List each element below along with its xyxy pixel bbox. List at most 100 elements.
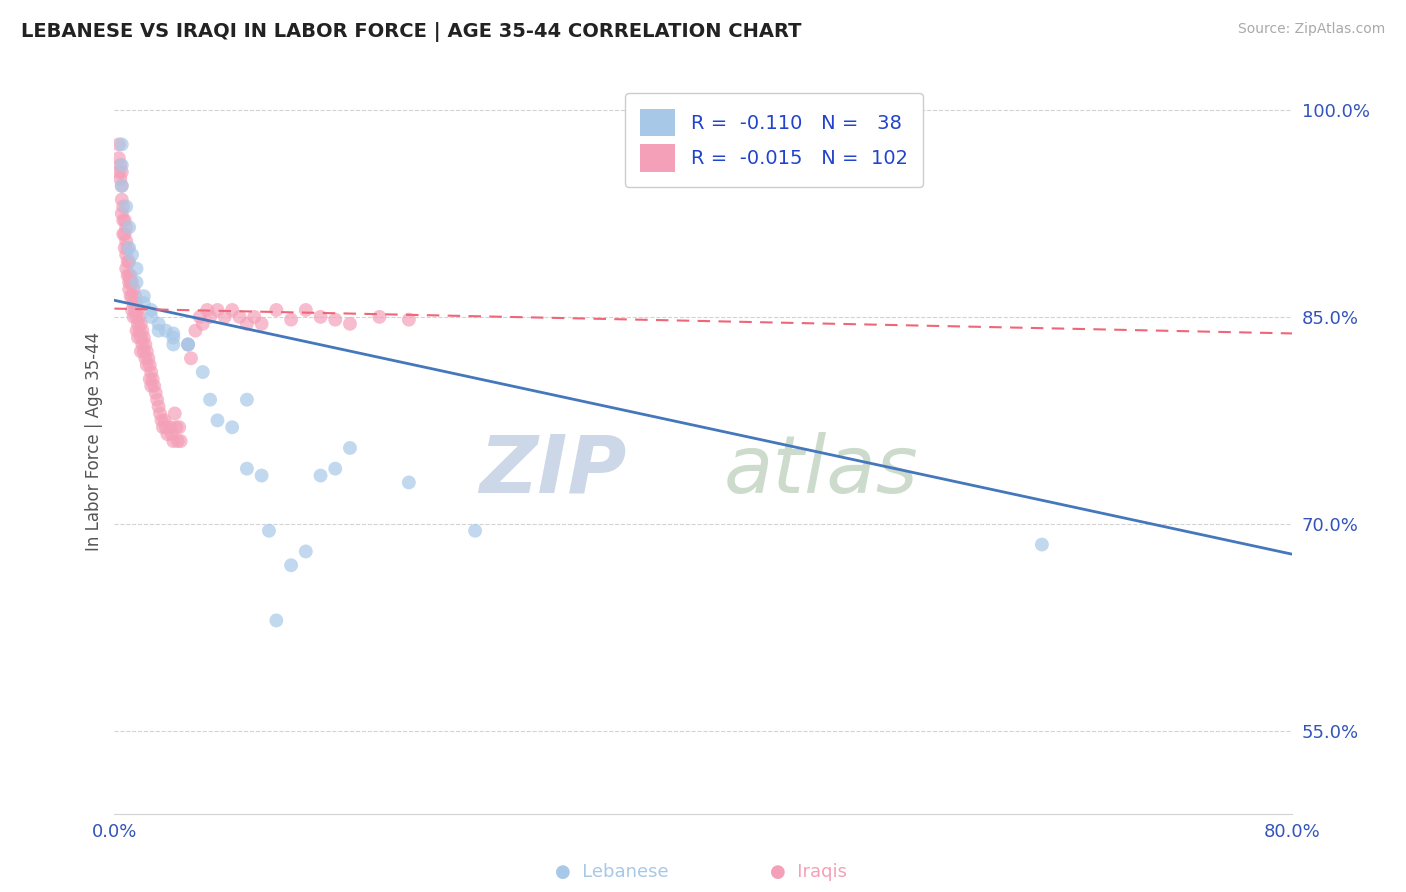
Point [153, 413, 176, 427]
Point [132, 296, 155, 310]
Point [250, 468, 273, 483]
Point [128, 324, 150, 338]
Point [111, 165, 134, 179]
Point [221, 420, 243, 434]
Point [228, 310, 250, 324]
Point [309, 468, 332, 483]
Point [280, 558, 302, 573]
Point [152, 420, 174, 434]
Point [111, 178, 134, 193]
Point [195, 303, 218, 318]
Point [148, 317, 170, 331]
Text: ZIP: ZIP [479, 432, 627, 510]
Text: ●  Lebanese: ● Lebanese [555, 863, 668, 881]
Point [122, 310, 145, 324]
Point [115, 248, 138, 262]
Point [266, 303, 288, 318]
Point [125, 261, 148, 276]
Text: LEBANESE VS IRAQI IN LABOR FORCE | AGE 35-44 CORRELATION CHART: LEBANESE VS IRAQI IN LABOR FORCE | AGE 3… [21, 22, 801, 42]
Point [368, 310, 391, 324]
Point [243, 310, 266, 324]
Point [127, 317, 149, 331]
Point [236, 392, 259, 407]
Point [111, 137, 134, 152]
Point [118, 276, 141, 290]
Text: ●  Iraqis: ● Iraqis [770, 863, 846, 881]
Point [141, 379, 163, 393]
Point [111, 193, 134, 207]
Point [111, 206, 134, 220]
Point [148, 324, 170, 338]
Point [149, 407, 172, 421]
Point [122, 282, 145, 296]
Point [135, 344, 157, 359]
Text: Source: ZipAtlas.com: Source: ZipAtlas.com [1237, 22, 1385, 37]
Point [125, 310, 148, 324]
Point [167, 420, 190, 434]
Point [162, 434, 184, 448]
Point [156, 427, 179, 442]
Point [155, 420, 177, 434]
Point [339, 441, 361, 455]
Point [115, 220, 138, 235]
Text: atlas: atlas [724, 432, 918, 510]
Point [120, 268, 142, 283]
Point [118, 220, 141, 235]
Point [108, 165, 131, 179]
Point [118, 282, 141, 296]
Point [145, 385, 167, 400]
Point [184, 324, 207, 338]
Point [120, 289, 142, 303]
Point [339, 317, 361, 331]
Point [112, 199, 135, 213]
Point [118, 241, 141, 255]
Point [115, 234, 138, 248]
Point [266, 614, 288, 628]
Point [121, 303, 143, 318]
Point [177, 337, 200, 351]
Point [111, 158, 134, 172]
Point [129, 344, 152, 359]
Point [117, 268, 139, 283]
Point [111, 178, 134, 193]
Point [114, 213, 136, 227]
Point [142, 372, 165, 386]
Point [162, 326, 184, 341]
Point [250, 317, 273, 331]
Point [129, 330, 152, 344]
Point [191, 317, 214, 331]
Point [135, 358, 157, 372]
Point [141, 365, 163, 379]
Point [188, 310, 211, 324]
Point [108, 151, 131, 165]
Point [124, 303, 146, 318]
Point [121, 289, 143, 303]
Point [180, 351, 202, 366]
Point [207, 303, 229, 318]
Point [236, 317, 259, 331]
Point [1031, 537, 1053, 551]
Point [125, 324, 148, 338]
Point [112, 227, 135, 241]
Point [139, 372, 162, 386]
Point [165, 420, 187, 434]
Point [108, 137, 131, 152]
Point [132, 344, 155, 359]
Point [132, 330, 155, 344]
Point [115, 199, 138, 213]
Point [166, 434, 188, 448]
Point [112, 213, 135, 227]
Point [127, 303, 149, 318]
Point [141, 303, 163, 318]
Point [134, 351, 156, 366]
Point [398, 475, 420, 490]
Point [141, 310, 163, 324]
Point [191, 365, 214, 379]
Point [114, 241, 136, 255]
Point [117, 254, 139, 268]
Point [214, 310, 236, 324]
Point [143, 379, 166, 393]
Point [221, 303, 243, 318]
Point [110, 158, 132, 172]
Point [125, 276, 148, 290]
